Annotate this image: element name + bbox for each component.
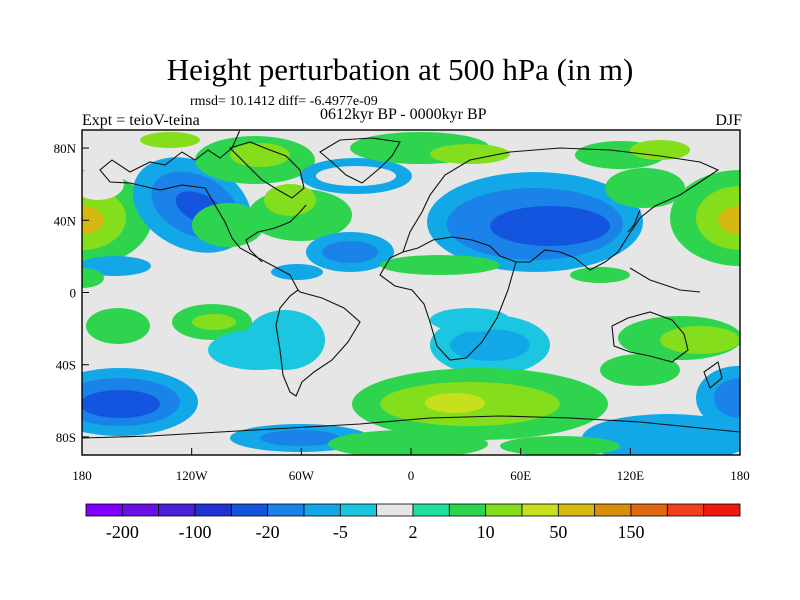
contour-region [192, 314, 236, 330]
coastlines [82, 130, 740, 439]
colorbar-label: -100 [179, 522, 212, 542]
contour-region [696, 186, 740, 250]
contour-region [570, 267, 630, 283]
x-axis: 180 120W 60W 0 60E 120E 180 [72, 448, 750, 483]
colorbar-swatch [521, 503, 559, 517]
contour-region [425, 393, 485, 413]
contour-region [582, 414, 740, 455]
contour-region [140, 132, 200, 148]
contour-region [430, 144, 510, 164]
colorbar-swatch [594, 503, 632, 517]
colorbar-label: 2 [409, 522, 418, 542]
colorbar-swatch [339, 503, 378, 517]
contour-region [490, 206, 610, 246]
colorbar-swatch [412, 503, 450, 517]
y-tick-label: 80N [54, 141, 77, 156]
chart-title: Height perturbation at 500 hPa (in m) [166, 52, 634, 87]
stats-text: rmsd= 10.1412 diff= -6.4977e-09 [190, 94, 378, 109]
colorbar-swatch [158, 503, 196, 517]
contour-region [430, 308, 510, 332]
contour-region [82, 390, 160, 418]
colorbar-swatch [666, 503, 705, 517]
colorbar-swatch [194, 503, 232, 517]
x-tick-label: 120E [617, 468, 645, 483]
colorbar-swatch [703, 503, 741, 517]
colorbar-swatch [85, 503, 123, 517]
y-axis: 80N 40N 0 40S 80S [54, 141, 89, 445]
colorbar: -200 -100 -20 -5 2 10 50 150 [85, 503, 741, 542]
colorbar-swatch [267, 503, 305, 517]
contour-region [82, 206, 104, 234]
x-tick-label: 180 [730, 468, 750, 483]
x-tick-label: 120W [176, 468, 209, 483]
contour-region [380, 255, 500, 275]
x-tick-label: 60W [289, 468, 315, 483]
contour-region [82, 256, 151, 276]
colorbar-swatch [376, 503, 414, 517]
x-tick-label: 180 [72, 468, 92, 483]
contour-region [450, 329, 530, 361]
contour-region [192, 203, 264, 247]
map-plot: 180 120W 60W 0 60E 120E 180 80N 40N 0 40S 80S [54, 129, 750, 483]
contour-region [82, 168, 124, 200]
contour-region [260, 430, 340, 446]
y-tick-label: 80S [56, 430, 76, 445]
colorbar-label: 50 [549, 522, 567, 542]
colorbar-swatch [230, 503, 269, 517]
y-tick-label: 0 [70, 286, 77, 301]
y-tick-label: 40N [54, 213, 77, 228]
colorbar-swatch [121, 503, 160, 517]
contour-region [718, 206, 740, 234]
contour-region [605, 168, 685, 208]
contour-region [230, 143, 290, 167]
period-label: 0612kyr BP - 0000kyr BP [320, 106, 487, 123]
contour-region [264, 184, 316, 216]
contour-region [86, 308, 150, 344]
contour-region [660, 326, 740, 354]
contour-region [82, 268, 104, 288]
contour-region [322, 241, 378, 263]
colorbar-label: 150 [618, 522, 645, 542]
colorbar-swatch [485, 503, 523, 517]
experiment-label: Expt = teioV-teina [82, 112, 200, 129]
colorbar-swatch [448, 503, 487, 517]
colorbar-label: -200 [106, 522, 139, 542]
contour-region [82, 186, 126, 250]
contour-region [208, 330, 308, 370]
y-tick-label: 40S [56, 358, 76, 373]
colorbar-label: 10 [477, 522, 495, 542]
x-tick-label: 0 [408, 468, 415, 483]
contour-region [600, 354, 680, 386]
contour-region [316, 166, 396, 186]
contour-region [500, 436, 620, 455]
colorbar-label: -20 [256, 522, 280, 542]
colorbar-swatch [557, 503, 596, 517]
x-tick-label: 60E [510, 468, 531, 483]
contour-region [630, 140, 690, 160]
contour-region [271, 264, 323, 280]
contour-region [328, 430, 488, 455]
contour-region [714, 378, 740, 418]
contour-fields [82, 132, 740, 455]
season-label: DJF [715, 112, 742, 129]
colorbar-swatch [303, 503, 341, 517]
colorbar-label: -5 [333, 522, 348, 542]
colorbar-swatch [630, 503, 668, 517]
